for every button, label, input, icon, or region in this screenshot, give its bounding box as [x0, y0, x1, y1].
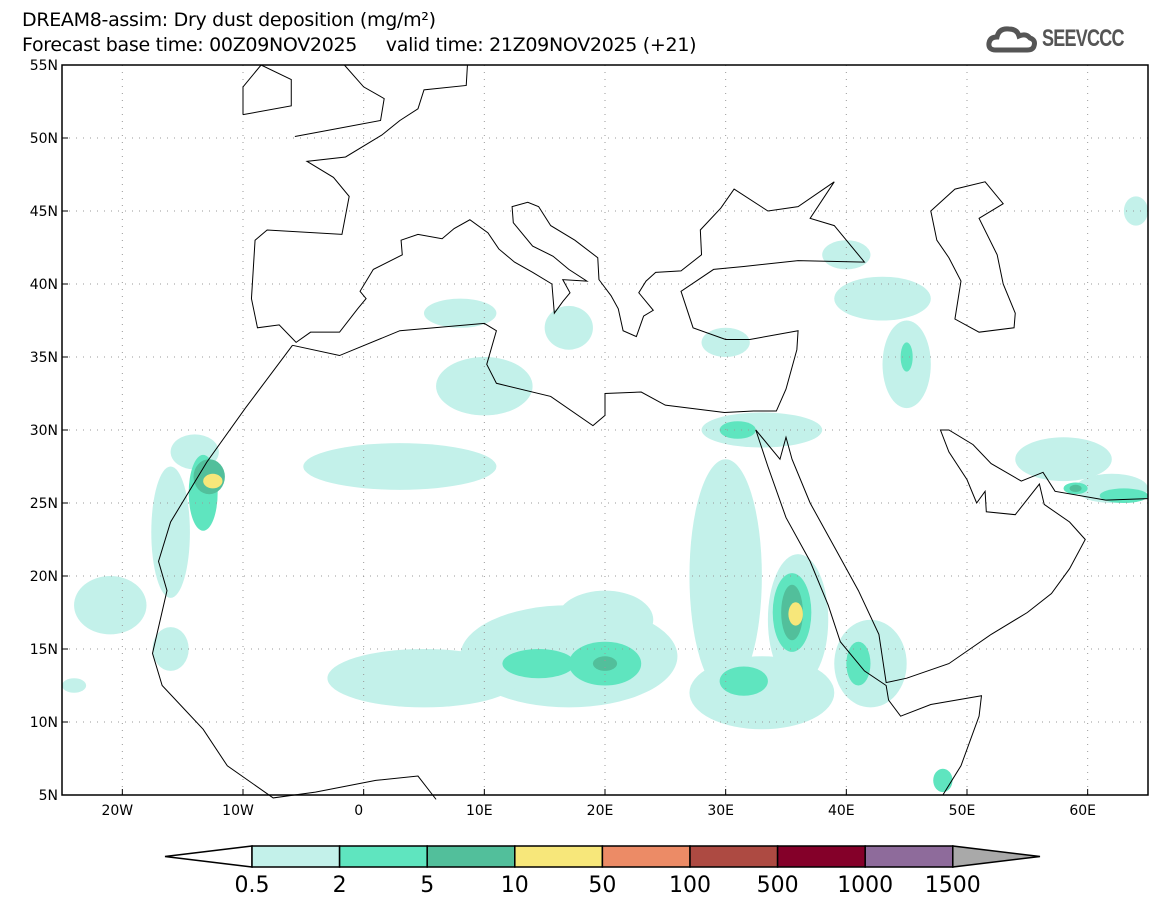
logo-text: SEEVCCC — [1041, 25, 1125, 52]
map-title: DREAM8-assim: Dry dust deposition (mg/m²… — [22, 9, 436, 31]
dust-area-level-1 — [502, 649, 575, 679]
coastline — [151, 345, 437, 800]
colorbar-label: 0.5 — [235, 873, 270, 898]
colorbar-over-triangle — [952, 845, 1041, 868]
coastline — [294, 64, 385, 138]
dust-area-level-2 — [1069, 484, 1082, 493]
lat-tick-label: 35N — [30, 350, 58, 366]
dust-area-level-0 — [151, 466, 190, 598]
colorbar-swatch — [601, 845, 691, 868]
lat-tick-label: 15N — [30, 642, 58, 658]
dust-area-level-1 — [933, 768, 953, 793]
lon-tick-label: 30E — [707, 803, 734, 819]
coastline — [242, 64, 292, 116]
dust-area-level-1 — [900, 342, 913, 372]
coastline — [755, 429, 983, 796]
coastlines — [151, 64, 1149, 800]
colorbar-swatch — [689, 845, 779, 868]
dust-area-level-0 — [1015, 437, 1112, 482]
dust-area-level-0 — [834, 276, 931, 321]
colorbar-label: 500 — [757, 873, 799, 898]
lon-tick-label: 10W — [222, 803, 254, 819]
lat-tick-label: 5N — [39, 788, 58, 804]
lon-tick-label: 20E — [587, 803, 614, 819]
colorbar-swatch — [514, 845, 604, 868]
colorbar-swatch — [338, 845, 428, 868]
lat-tick-label: 45N — [30, 204, 58, 220]
dust-area-level-0 — [61, 678, 87, 693]
lon-tick-label: 50E — [949, 803, 976, 819]
lat-tick-label: 10N — [30, 715, 58, 731]
colorbar: 0.5 2 5 10 50 100 500 1000 1500 — [164, 845, 1041, 898]
colorbar-label: 2 — [333, 873, 347, 898]
lon-tick-label: 0 — [354, 803, 363, 819]
dust-area-level-0 — [74, 576, 147, 635]
coastline — [755, 429, 1149, 684]
lat-tick-label: 25N — [30, 496, 58, 512]
forecast-times: Forecast base time: 00Z09NOV2025 valid t… — [22, 34, 697, 56]
colorbar-label: 50 — [588, 873, 616, 898]
colorbar-under-triangle — [164, 845, 253, 868]
dust-area-level-0 — [436, 357, 533, 416]
dust-area-level-0 — [1123, 196, 1149, 226]
colorbar-swatch — [864, 845, 954, 868]
dust-area-level-1 — [1099, 488, 1149, 504]
seevccc-logo: SEEVCCC — [986, 24, 1151, 54]
dust-area-level-0 — [303, 443, 497, 490]
dust-area-level-3 — [788, 602, 803, 626]
lat-tick-label: 50N — [30, 131, 58, 147]
lat-tick-label: 55N — [30, 58, 58, 74]
cloud-icon — [986, 26, 1037, 53]
colorbar-label: 10 — [501, 873, 529, 898]
dust-area-level-0 — [556, 590, 654, 649]
dust-area-level-0 — [423, 298, 497, 328]
dust-area-level-0 — [152, 627, 189, 671]
dust-area-level-0 — [701, 412, 823, 448]
axis-ticks: 20W 10W 0 10E 20E 30E 40E 50E 60E 5N 10N 15N 20N 25N 3… — [30, 58, 1096, 819]
dust-area-level-1 — [719, 421, 756, 439]
gridlines — [62, 65, 1148, 795]
lon-tick-label: 20W — [101, 803, 133, 819]
dust-area-level-1 — [719, 666, 768, 696]
colorbar-label: 100 — [669, 873, 711, 898]
lat-tick-label: 40N — [30, 277, 58, 293]
dust-area-level-2 — [592, 656, 618, 671]
coastline — [250, 64, 866, 427]
colorbar-swatch — [251, 845, 341, 868]
colorbar-swatch — [776, 845, 866, 868]
lat-tick-label: 30N — [30, 423, 58, 439]
lon-tick-label: 10E — [466, 803, 493, 819]
dust-area-level-0 — [327, 649, 521, 708]
lon-tick-label: 40E — [828, 803, 855, 819]
lat-tick-label: 20N — [30, 569, 58, 585]
lon-tick-label: 60E — [1069, 803, 1096, 819]
colorbar-swatch — [426, 845, 516, 868]
colorbar-label: 1500 — [925, 873, 981, 898]
dust-area-level-0 — [544, 305, 593, 350]
dust-area-level-3 — [203, 473, 223, 489]
colorbar-label: 1000 — [837, 873, 893, 898]
coastline — [930, 181, 1016, 333]
colorbar-label: 5 — [420, 873, 434, 898]
